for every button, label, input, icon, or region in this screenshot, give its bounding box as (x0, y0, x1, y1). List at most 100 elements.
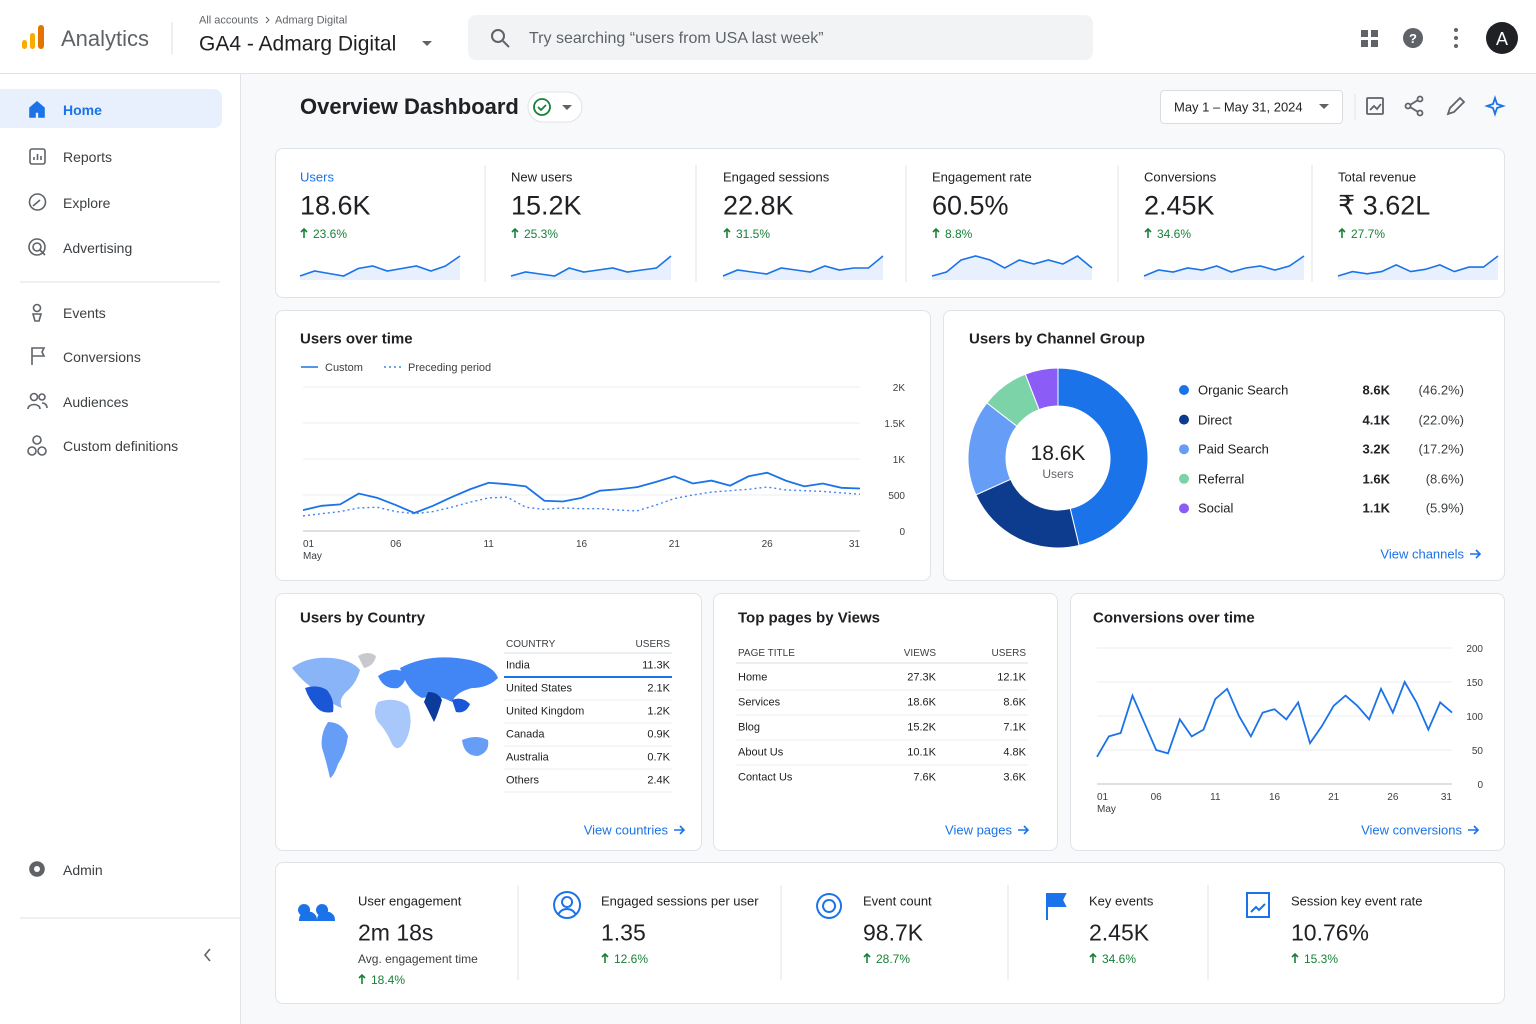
table-cell: 11.3K (642, 659, 670, 672)
table-cell: 2.1K (647, 682, 670, 695)
x-tick-label: 21 (1328, 792, 1340, 803)
legend-percent: (22.0%) (1418, 412, 1464, 428)
table-cell: About Us (738, 746, 784, 759)
world-map (292, 653, 498, 778)
kpi-label: Conversions (1144, 169, 1217, 185)
link[interactable]: View pages (945, 822, 1012, 838)
legend-dot (1179, 473, 1189, 484)
nav-item[interactable]: Advertising (63, 240, 133, 256)
x-sublabel: May (1097, 804, 1116, 815)
nav-item[interactable]: Reports (63, 149, 113, 165)
nav-item[interactable]: Audiences (63, 394, 129, 410)
table-cell: India (506, 659, 530, 672)
metric-label: Engaged sessions per user (601, 893, 759, 909)
legend-percent: (17.2%) (1418, 441, 1464, 457)
link[interactable]: View conversions (1361, 822, 1462, 838)
table-cell: 8.6K (1003, 696, 1026, 709)
x-tick-label: 16 (1269, 792, 1281, 803)
donut-segment (1024, 367, 1059, 411)
apps-icon[interactable] (1361, 30, 1378, 47)
metric-icon (1246, 892, 1270, 918)
table-cell: 18.6K (907, 696, 936, 709)
donut-segment (975, 478, 1080, 549)
legend-percent: (5.9%) (1425, 500, 1464, 516)
table-header: USERS (635, 639, 670, 650)
table-cell: United Kingdom (506, 705, 585, 718)
x-tick-label: 21 (669, 539, 681, 550)
date-range[interactable]: May 1 – May 31, 2024 (1174, 99, 1303, 115)
link[interactable]: View countries (583, 822, 668, 838)
legend-label: Paid Search (1198, 441, 1269, 457)
status-chip[interactable] (527, 91, 583, 123)
sparkline (931, 255, 1093, 277)
table-header: USERS (991, 648, 1026, 659)
card-title: Users by Channel Group (969, 330, 1145, 348)
help-icon[interactable]: ? (1403, 28, 1423, 48)
nav-item[interactable]: Custom definitions (63, 438, 179, 454)
y-tick-label: 0 (899, 527, 905, 538)
table-cell: Canada (506, 728, 545, 741)
search-placeholder[interactable]: Try searching “users from USA last week” (529, 30, 824, 47)
metric-label: User engagement (358, 893, 462, 909)
x-tick-label: 11 (1210, 792, 1221, 803)
y-tick-label: 50 (1472, 746, 1484, 757)
metric-label: Event count (863, 893, 932, 909)
caret[interactable] (1319, 104, 1329, 109)
table-cell: 1.2K (647, 705, 670, 718)
metric-change: 34.6% (1102, 952, 1137, 966)
legend-value: 1.6K (1362, 471, 1390, 487)
x-tick-label: 31 (1441, 792, 1453, 803)
up-arrow (511, 227, 519, 238)
table-cell: Australia (506, 751, 549, 764)
date-picker[interactable] (1160, 90, 1343, 124)
avatar[interactable] (1486, 22, 1518, 54)
breadcrumb-chevron (265, 16, 270, 24)
up-arrow (1291, 952, 1299, 963)
card-title: Top pages by Views (738, 609, 880, 627)
y-tick-label: 500 (888, 491, 905, 502)
series-line (1096, 679, 1453, 758)
card-title: Users over time (300, 330, 413, 348)
table-cell: 7.6K (913, 771, 936, 784)
kpi-value: 22.8K (723, 190, 794, 221)
table-cell: 2.4K (647, 774, 670, 787)
nav-item[interactable]: Explore (63, 195, 111, 211)
metric-icon (298, 904, 336, 921)
nav-item[interactable]: Conversions (63, 349, 141, 365)
y-tick-label: 1.5K (884, 419, 905, 430)
avatar-letter[interactable]: A (1495, 29, 1509, 49)
property-name[interactable]: GA4 - Admarg Digital (199, 32, 397, 56)
kpi-label: Total revenue (1338, 169, 1417, 185)
table-header: COUNTRY (506, 639, 556, 650)
up-arrow (863, 952, 871, 963)
y-tick-label: 150 (1466, 678, 1483, 689)
kpi-change: 27.7% (1351, 227, 1386, 241)
metric-value: 1.35 (601, 919, 646, 946)
link[interactable]: View channels (1380, 546, 1464, 562)
kpi-label: Users (300, 169, 334, 185)
page-title: Overview Dashboard (300, 94, 519, 119)
legend-dot (1179, 414, 1189, 425)
metric-icon (1046, 893, 1067, 920)
kpi-label: New users (511, 169, 573, 185)
more-icon[interactable] (1454, 28, 1458, 48)
caret[interactable] (422, 41, 432, 46)
nav-item[interactable]: Admin (63, 862, 103, 878)
logo (22, 25, 44, 49)
legend-percent: (8.6%) (1425, 471, 1464, 487)
up-arrow (723, 227, 731, 238)
toolbar-icons[interactable] (1366, 95, 1506, 117)
kpi-change: 8.8% (945, 227, 973, 241)
search-box[interactable] (468, 15, 1093, 60)
table-cell: Others (506, 774, 540, 787)
x-tick-label: 31 (849, 539, 861, 550)
x-sublabel: May (303, 551, 322, 562)
nav-item[interactable]: Home (63, 102, 102, 118)
up-arrow (1144, 227, 1152, 238)
kpi-value: 15.2K (511, 190, 582, 221)
legend-dot (1179, 444, 1189, 455)
svg-text:?: ? (1409, 31, 1417, 46)
metric-label: Key events (1089, 893, 1154, 909)
nav-item[interactable]: Events (63, 305, 106, 321)
link-arrow (1018, 825, 1030, 835)
